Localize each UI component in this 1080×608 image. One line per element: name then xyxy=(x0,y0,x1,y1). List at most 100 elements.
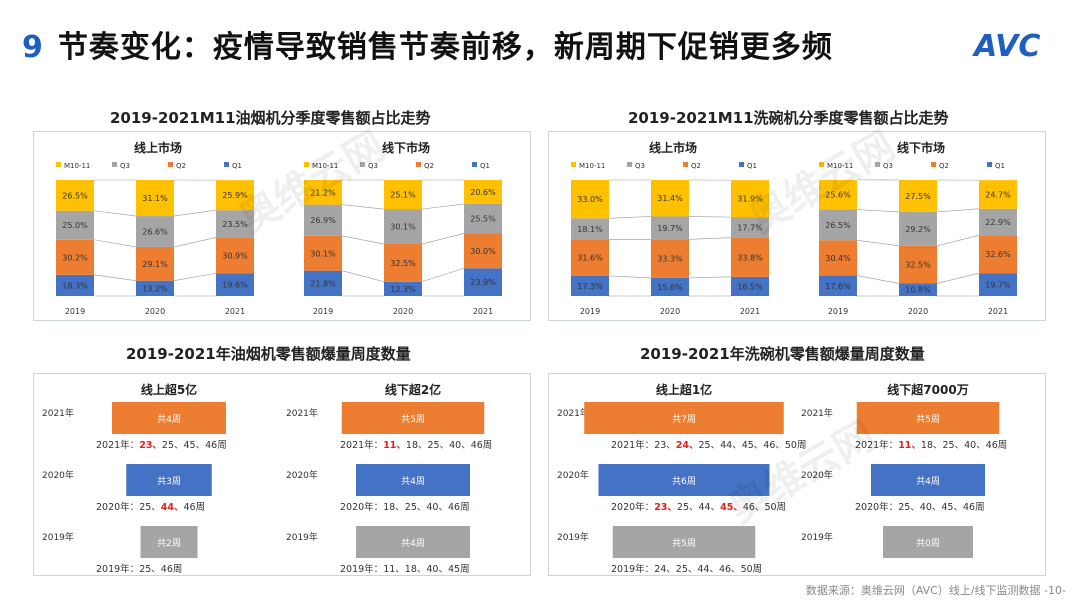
data-label: 29.1% xyxy=(142,260,168,269)
bar-segment xyxy=(136,246,174,281)
week-number-highlight: 24、 xyxy=(676,440,699,451)
data-label: 32.5% xyxy=(905,261,931,270)
group-title: 线上超1亿 xyxy=(656,382,712,397)
bar-segment xyxy=(136,216,174,247)
chart3-title: 2019-2021年油烟机零售额爆量周度数量 xyxy=(126,345,411,363)
week-number: 46 xyxy=(986,440,998,451)
week-list-prefix: 2019年： xyxy=(96,563,139,575)
group-title: 线下超7000万 xyxy=(887,382,968,397)
data-label: 26.5% xyxy=(825,221,851,230)
data-label: 30.0% xyxy=(470,247,496,256)
chart2-svg: 线上市场 M10-11 Q3 Q2 Q1 17.3% 31.6% 18.1% 33.0% 2019… xyxy=(571,140,1017,316)
connector-line xyxy=(608,216,652,219)
week-bar xyxy=(856,402,1000,434)
week-list-prefix: 2021年： xyxy=(855,439,898,451)
data-label: 16.5% xyxy=(737,282,763,291)
bar-segment xyxy=(56,210,94,240)
data-label: 19.6% xyxy=(222,281,248,290)
group-title: 线下市场 xyxy=(897,140,945,155)
legend-label: Q3 xyxy=(635,162,645,170)
connector-line xyxy=(421,203,465,210)
bar-segment xyxy=(979,235,1017,274)
data-label: 21.2% xyxy=(310,188,336,197)
legend-label: M10-11 xyxy=(64,162,90,170)
bar-segment xyxy=(56,274,94,296)
bar-segment xyxy=(216,273,254,296)
week-number-highlight: 44、 xyxy=(161,502,184,513)
week-number: 25、 xyxy=(676,564,698,575)
legend-label: M10-11 xyxy=(312,162,338,170)
bar-segment xyxy=(979,180,1017,209)
x-tick-label: 2020 xyxy=(908,307,928,316)
x-tick-label: 2021 xyxy=(225,307,245,316)
week-number-highlight: 23、 xyxy=(654,502,677,513)
week-number-highlight: 45、 xyxy=(720,502,743,513)
week-bar-label: 共4周 xyxy=(157,414,181,425)
x-tick-label: 2019 xyxy=(313,307,333,316)
bar-segment xyxy=(731,276,769,296)
year-label: 2020年 xyxy=(42,469,74,481)
legend-label: Q2 xyxy=(424,162,434,170)
week-bar xyxy=(883,526,973,558)
data-label: 21.8% xyxy=(310,279,336,288)
connector-line xyxy=(856,240,900,247)
week-list: 2020年：25、44、46周 xyxy=(96,501,205,513)
week-list-prefix: 2020年： xyxy=(611,501,654,513)
chart2-panel: 线上市场 M10-11 Q3 Q2 Q1 17.3% 31.6% 18.1% 33.0% 2019… xyxy=(548,131,1046,321)
data-label: 30.9% xyxy=(222,251,248,260)
legend-swatch xyxy=(416,162,421,167)
legend-swatch xyxy=(987,162,992,167)
data-label: 20.6% xyxy=(470,188,496,197)
legend-label: Q3 xyxy=(368,162,378,170)
legend-swatch xyxy=(931,162,936,167)
year-label: 2020年 xyxy=(557,469,589,481)
chart3-svg: 线上超5亿2021年共4周2021年：23、25、45、46周2020年共3周2… xyxy=(42,382,492,575)
legend-swatch xyxy=(819,162,824,167)
week-number: 40、 xyxy=(426,564,448,575)
week-bar xyxy=(612,526,756,558)
chart1-panel: 线上市场 M10-11 Q3 Q2 Q1 18.3% 30.2% 25.0% 26.5% 2019… xyxy=(33,131,531,321)
week-list: 2019年：25、46周 xyxy=(96,563,182,575)
week-list-prefix: 2019年： xyxy=(340,563,383,575)
year-label: 2019年 xyxy=(286,531,318,543)
connector-line xyxy=(93,210,137,217)
connector-line xyxy=(341,204,385,210)
data-label: 25.9% xyxy=(222,191,248,200)
bar-segment xyxy=(571,218,609,240)
week-number: 46 xyxy=(161,564,173,575)
data-label: 13.2% xyxy=(142,284,168,293)
slide-title-text: 节奏变化：疫情导致销售节奏前移，新周期下促销更多频 xyxy=(57,30,833,65)
bar-segment xyxy=(304,270,342,296)
chart3-panel: 线上超5亿 2021年 共4周 2021年：23、25、45、46周 2020年 共3周 2… xyxy=(33,373,531,576)
legend-swatch xyxy=(304,162,309,167)
data-label: 32.5% xyxy=(390,259,416,268)
data-label: 30.4% xyxy=(825,254,851,263)
data-label: 31.6% xyxy=(577,254,603,263)
data-label: 27.5% xyxy=(905,192,931,201)
week-number: 11、 xyxy=(383,564,405,575)
week-bar-label: 共0周 xyxy=(916,538,940,549)
data-label: 30.2% xyxy=(62,253,88,262)
week-list-prefix: 2020年： xyxy=(855,501,898,513)
data-label: 15.6% xyxy=(657,283,683,292)
week-bar xyxy=(356,464,470,496)
legend-label: M10-11 xyxy=(827,162,853,170)
legend-swatch xyxy=(739,162,744,167)
week-list: 2020年：18、25、40、46周 xyxy=(340,501,470,513)
week-number: 23、 xyxy=(654,440,676,451)
data-label: 12.3% xyxy=(390,285,416,294)
week-list-prefix: 2020年： xyxy=(340,501,383,513)
week-number: 44、 xyxy=(699,502,721,513)
week-number: 25、 xyxy=(898,502,920,513)
x-tick-label: 2019 xyxy=(65,307,85,316)
week-bar xyxy=(871,464,985,496)
week-number: 46 xyxy=(205,440,217,451)
bar-segment xyxy=(819,240,857,276)
week-number: 45、 xyxy=(941,502,963,513)
week-number: 45、 xyxy=(184,440,206,451)
week-number: 46 xyxy=(448,502,460,513)
week-list-suffix: 周 xyxy=(196,502,206,513)
week-list-suffix: 周 xyxy=(217,440,227,451)
legend-label: Q2 xyxy=(939,162,949,170)
data-label: 18.1% xyxy=(577,225,603,234)
